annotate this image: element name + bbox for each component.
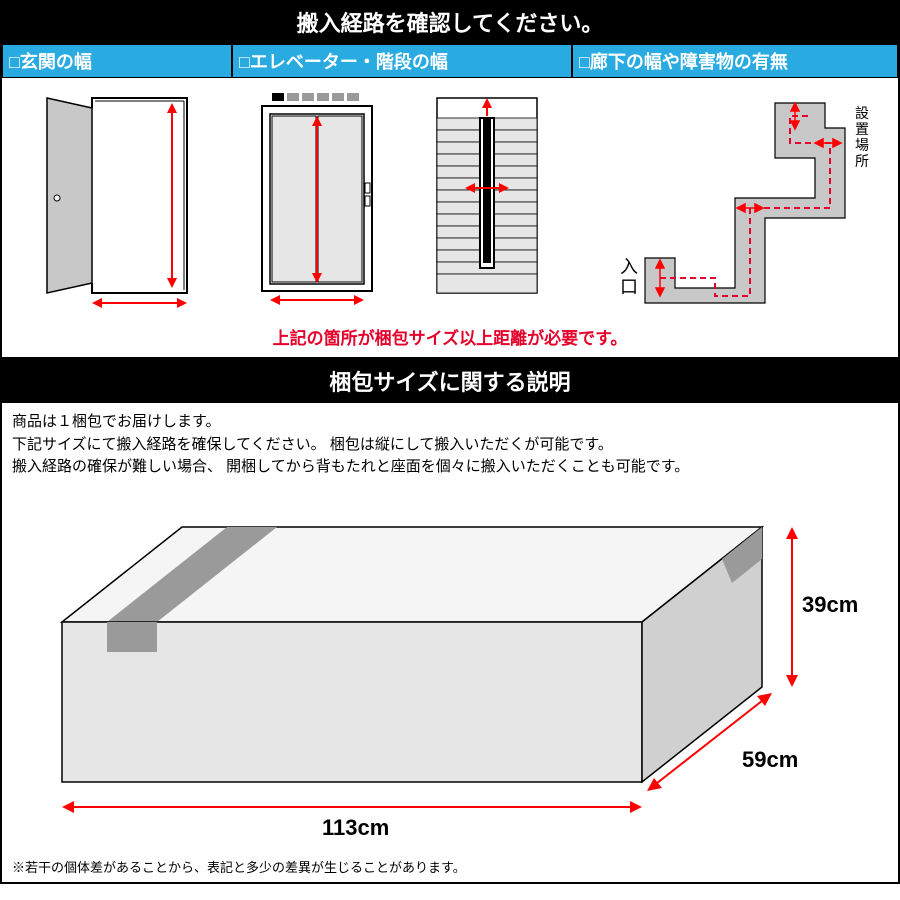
tab-elevator-stairs: □エレベーター・階段の幅 bbox=[232, 44, 572, 78]
dim-depth: 59cm bbox=[742, 747, 798, 772]
tab-corridor: □廊下の幅や障害物の有無 bbox=[572, 44, 898, 78]
box-diagram: 113cm 59cm 39cm bbox=[2, 487, 898, 857]
label-entrance: 入 bbox=[620, 257, 638, 277]
diagram-elevator bbox=[232, 78, 402, 318]
header-delivery-route: 搬入経路を確認してください。 bbox=[0, 0, 900, 44]
diagram-corridor: 入 口 設 置 場 所 bbox=[572, 78, 898, 318]
description: 商品は１梱包でお届けします。 下記サイズにて搬入経路を確保してください。 梱包は… bbox=[2, 403, 898, 487]
svg-text:口: 口 bbox=[620, 277, 638, 297]
tabs-row: □玄関の幅 □エレベーター・階段の幅 □廊下の幅や障害物の有無 bbox=[2, 44, 898, 78]
warning-text: 上記の箇所が梱包サイズ以上距離が必要です。 bbox=[2, 318, 898, 357]
tab-entrance: □玄関の幅 bbox=[2, 44, 232, 78]
dim-width: 113cm bbox=[322, 815, 389, 840]
desc-line-3: 搬入経路の確保が難しい場合、 開梱してから背もたれと座面を個々に搬入いただくこと… bbox=[12, 456, 888, 479]
footnote: ※若干の個体差があることから、表記と多少の差異が生じることがあります。 bbox=[2, 857, 898, 882]
diagram-door bbox=[2, 78, 232, 318]
header-package-size: 梱包サイズに関する説明 bbox=[0, 359, 900, 403]
diagrams-row: 入 口 設 置 場 所 bbox=[2, 78, 898, 318]
label-destination: 設 bbox=[855, 105, 869, 121]
dim-height: 39cm bbox=[802, 592, 858, 617]
svg-text:置: 置 bbox=[855, 121, 869, 137]
svg-text:場: 場 bbox=[855, 137, 869, 153]
package-section: 商品は１梱包でお届けします。 下記サイズにて搬入経路を確保してください。 梱包は… bbox=[0, 403, 900, 884]
route-check-section: □玄関の幅 □エレベーター・階段の幅 □廊下の幅や障害物の有無 bbox=[0, 44, 900, 359]
desc-line-2: 下記サイズにて搬入経路を確保してください。 梱包は縦にして搬入いただくが可能です… bbox=[12, 434, 888, 457]
desc-line-1: 商品は１梱包でお届けします。 bbox=[12, 411, 888, 434]
svg-text:所: 所 bbox=[855, 153, 869, 169]
diagram-stairs bbox=[402, 78, 572, 318]
